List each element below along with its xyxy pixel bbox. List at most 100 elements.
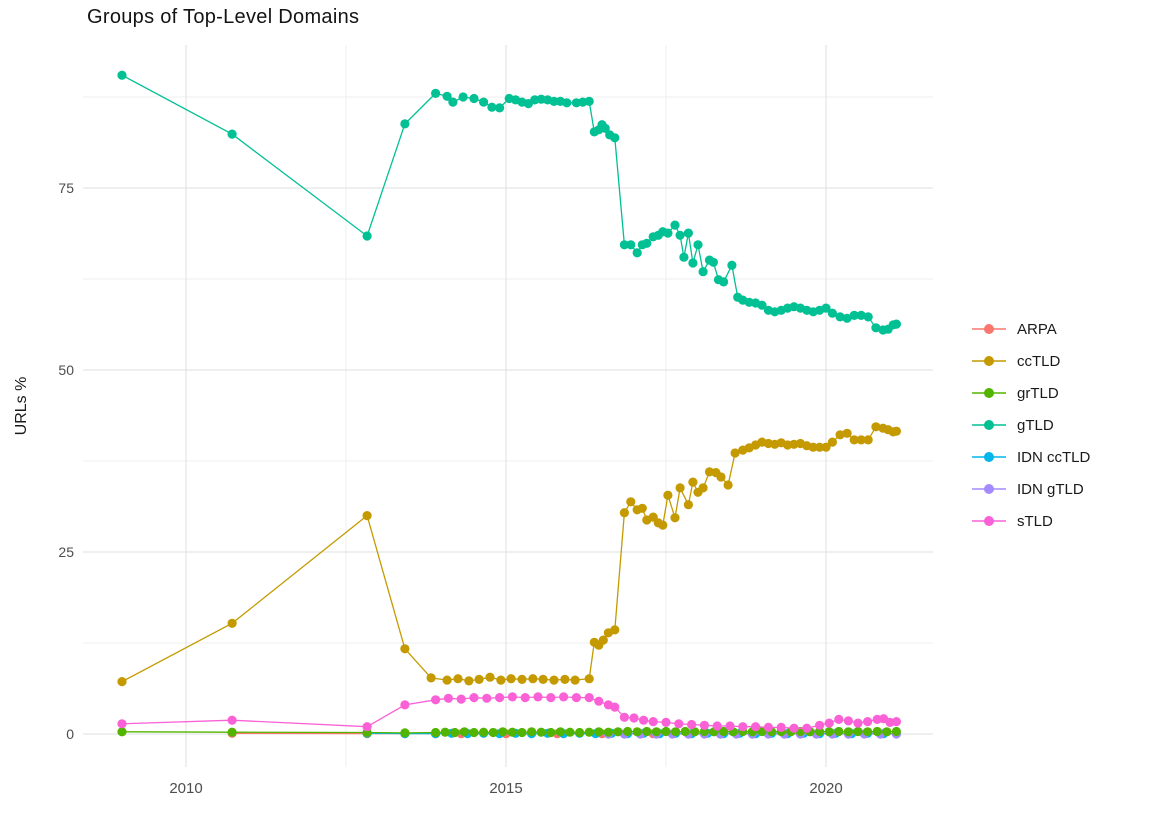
data-point [227, 727, 237, 737]
legend-key-icon [972, 322, 1006, 336]
data-point [789, 723, 799, 733]
chart-title: Groups of Top-Level Domains [87, 6, 360, 28]
data-point [688, 477, 698, 487]
data-point [487, 102, 497, 112]
data-point [117, 677, 127, 687]
data-point [619, 508, 630, 518]
data-point [623, 726, 633, 737]
data-point [584, 96, 594, 106]
data-point [431, 695, 441, 705]
data-point [648, 717, 658, 727]
data-point [598, 635, 608, 645]
data-point [698, 483, 708, 493]
data-point [474, 674, 484, 685]
data-point [639, 715, 649, 725]
data-point [891, 319, 902, 329]
data-point [527, 727, 537, 737]
data-point [507, 727, 517, 737]
legend-key-icon [972, 418, 1006, 432]
data-point [610, 625, 620, 635]
data-point [849, 435, 859, 445]
data-point [642, 726, 652, 737]
data-point [751, 722, 761, 732]
data-point [863, 312, 873, 322]
data-point [757, 300, 767, 310]
data-point [891, 426, 902, 436]
data-point [431, 727, 441, 738]
data-point [843, 716, 854, 726]
data-point [719, 726, 729, 737]
data-point [712, 721, 722, 731]
data-point [824, 718, 834, 728]
data-point [400, 119, 410, 129]
data-point [708, 257, 719, 267]
data-point [856, 435, 866, 445]
data-point [362, 510, 372, 521]
data-point [610, 133, 620, 143]
data-point [843, 727, 854, 737]
data-point [815, 720, 825, 730]
data-point [520, 693, 530, 703]
legend-item-ARPA: ARPA [972, 318, 1090, 340]
y-tick-label: 0 [66, 726, 74, 742]
data-point [426, 673, 436, 683]
data-point [459, 727, 469, 737]
data-point [600, 123, 610, 133]
legend-key-icon [972, 450, 1006, 464]
data-point [663, 228, 673, 238]
data-point [227, 129, 237, 139]
y-axis-title: URLs % [13, 377, 30, 436]
data-point [443, 693, 453, 703]
data-point [506, 674, 516, 684]
data-point [763, 722, 774, 733]
data-point [549, 96, 559, 106]
data-point [117, 719, 127, 729]
data-point [658, 520, 668, 530]
data-point [693, 240, 703, 250]
data-point [442, 91, 452, 101]
data-point [117, 727, 127, 737]
data-point [674, 719, 684, 729]
data-point [683, 500, 694, 510]
legend-item-IDN-ccTLD: IDN ccTLD [972, 446, 1090, 468]
data-point [834, 726, 844, 737]
data-point [671, 727, 681, 737]
data-point [448, 97, 458, 107]
data-point [821, 303, 831, 313]
data-point [882, 727, 892, 737]
series-ccTLD [117, 422, 902, 687]
data-point [632, 727, 642, 737]
data-point [562, 98, 572, 108]
data-point [458, 92, 468, 102]
data-point [842, 428, 852, 438]
data-point [626, 240, 636, 250]
data-point [517, 727, 527, 738]
x-tick-label: 2020 [809, 780, 842, 797]
data-point [400, 700, 410, 710]
legend-key-icon [972, 482, 1006, 496]
data-point [469, 693, 479, 703]
data-point [227, 618, 237, 628]
data-point [479, 97, 489, 107]
data-point [835, 312, 845, 322]
data-point [559, 692, 569, 702]
legend-item-ccTLD: ccTLD [972, 350, 1090, 372]
data-point [871, 422, 881, 432]
data-point [498, 727, 508, 737]
legend-item-sTLD: sTLD [972, 510, 1090, 532]
data-point [863, 435, 873, 445]
data-point [687, 719, 697, 730]
data-point [613, 727, 623, 737]
data-point [507, 692, 517, 702]
series-line [121, 74, 897, 331]
legend-label: IDN ccTLD [1017, 448, 1091, 466]
data-point [533, 692, 543, 702]
data-point [464, 676, 474, 686]
data-point [560, 674, 570, 685]
data-point [584, 674, 594, 684]
data-point [808, 442, 818, 452]
data-point [584, 727, 594, 737]
data-point [725, 721, 735, 731]
data-point [853, 718, 863, 728]
